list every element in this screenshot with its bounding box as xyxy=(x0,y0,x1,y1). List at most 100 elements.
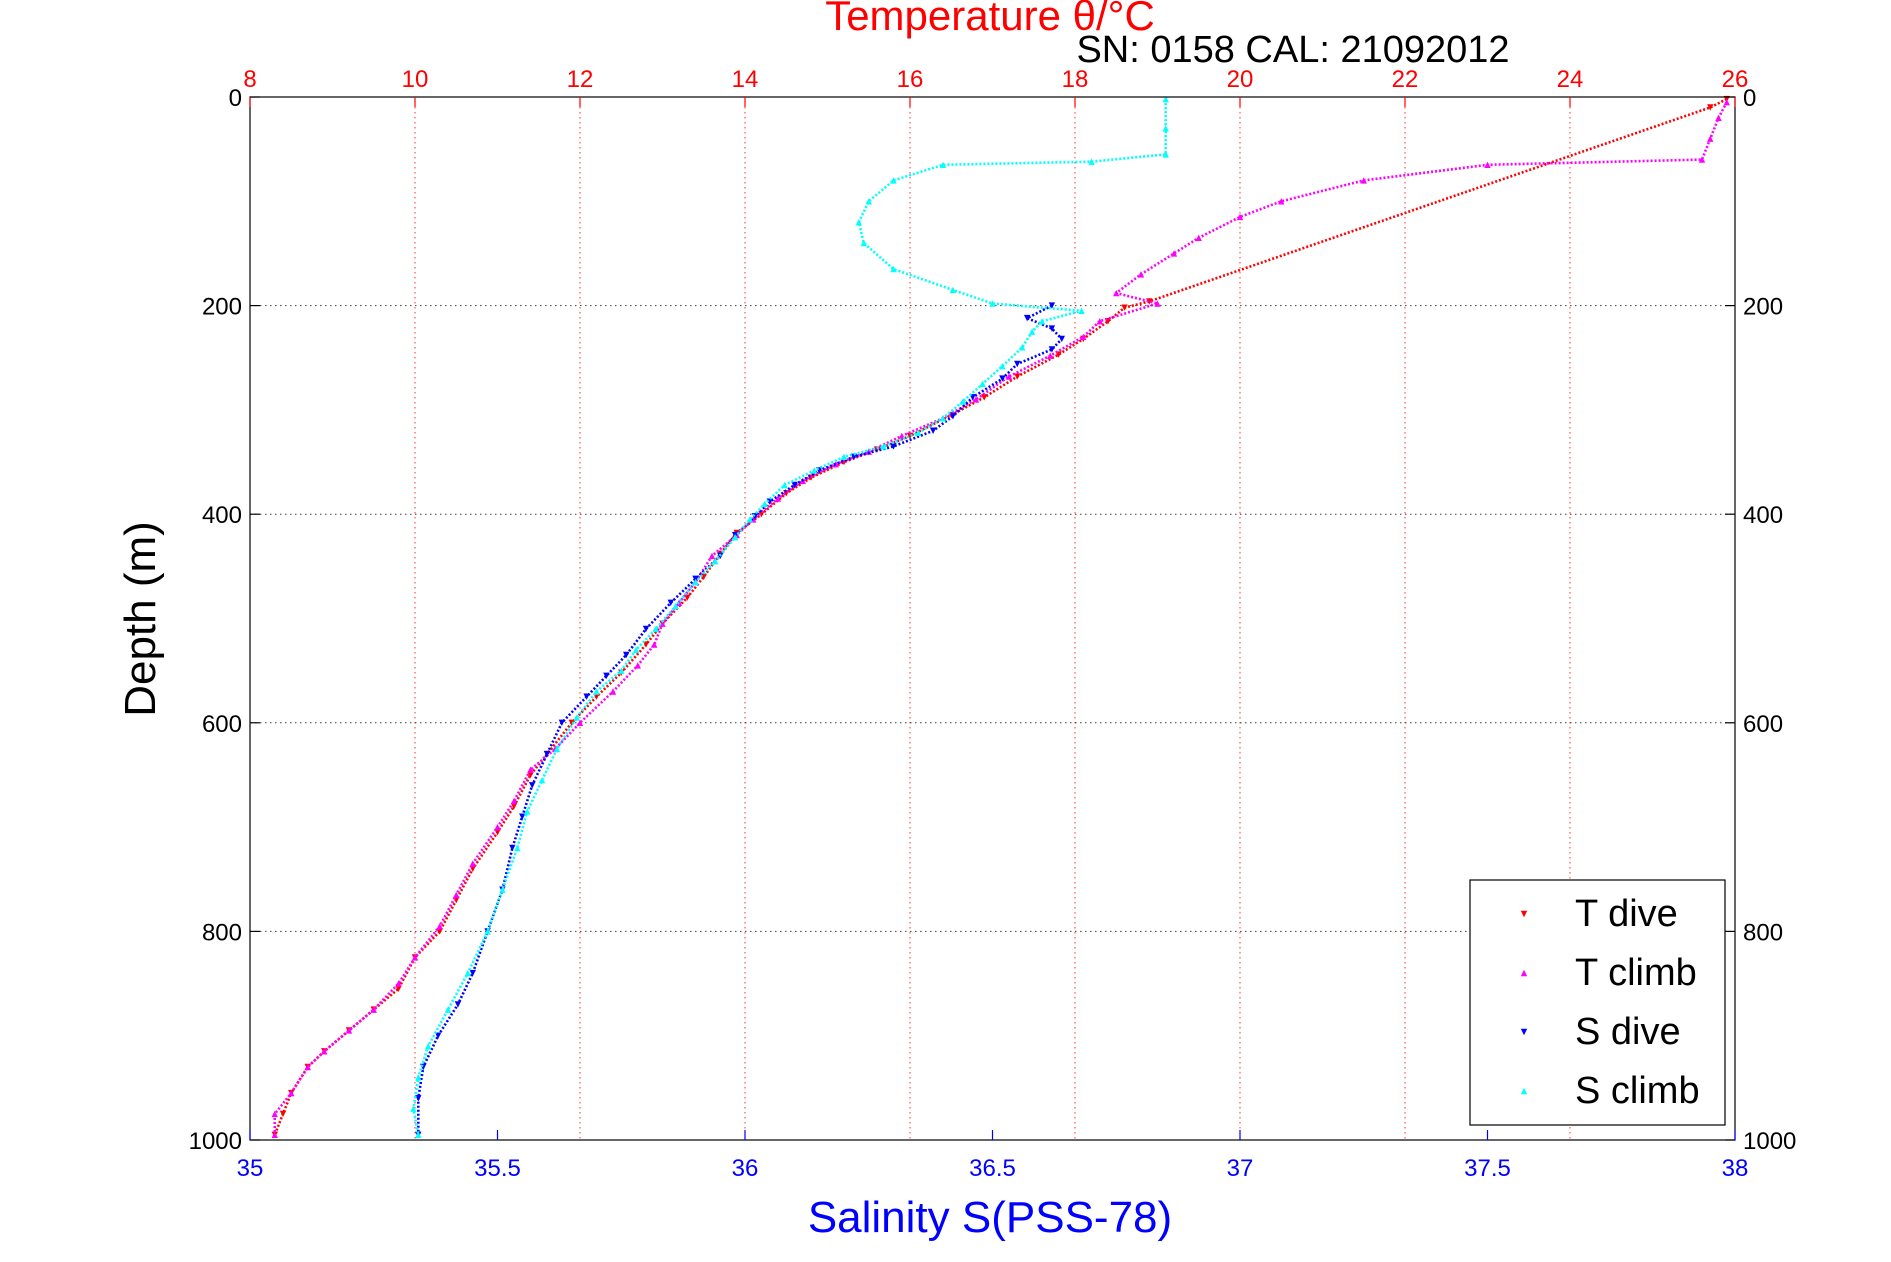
x-bottom-tick-label: 35.5 xyxy=(474,1155,521,1182)
data-point xyxy=(623,651,630,659)
x-bottom-tick-label: 37.5 xyxy=(1464,1155,1511,1182)
data-point xyxy=(370,1006,377,1013)
data-point xyxy=(434,1032,442,1039)
data-point xyxy=(850,453,858,461)
data-point xyxy=(1121,304,1128,311)
data-point xyxy=(1162,151,1169,158)
data-point xyxy=(774,495,782,502)
x-top-tick-label: 20 xyxy=(1227,66,1254,93)
data-point xyxy=(1080,333,1087,341)
data-point xyxy=(659,620,666,627)
chart-subtitle: SN: 0158 CAL: 21092012 xyxy=(1076,29,1509,71)
legend: T dive T climb S dive S climb xyxy=(1469,879,1726,1126)
x-top-tick-label: 8 xyxy=(243,66,256,93)
data-point xyxy=(1484,161,1491,168)
data-point xyxy=(1014,360,1021,368)
data-point xyxy=(1195,234,1202,242)
data-point xyxy=(1047,352,1054,359)
x-top-tick-label: 10 xyxy=(402,66,429,93)
data-point xyxy=(781,481,788,489)
data-point xyxy=(519,813,526,820)
data-point xyxy=(395,985,402,992)
data-point xyxy=(1038,318,1046,325)
data-point xyxy=(1162,125,1169,132)
data-point xyxy=(1019,344,1026,351)
data-point xyxy=(939,415,947,422)
data-point xyxy=(1360,177,1367,184)
data-point xyxy=(410,1105,417,1112)
y-right-tick-label: 400 xyxy=(1743,502,1783,529)
data-point xyxy=(731,533,739,541)
data-point xyxy=(543,750,551,758)
data-point xyxy=(1048,346,1056,353)
data-point xyxy=(568,719,575,726)
x-axis-title: Salinity S(PSS-78) xyxy=(808,1193,1172,1242)
x-top-tick-label: 26 xyxy=(1722,66,1749,93)
data-point xyxy=(939,161,947,168)
data-point xyxy=(791,481,798,489)
series-layer xyxy=(271,95,1730,1138)
y-left-tick-label: 1000 xyxy=(189,1128,242,1155)
data-point xyxy=(1698,156,1706,163)
y-left-tick-label: 800 xyxy=(202,919,242,946)
series-s-dive xyxy=(415,302,1065,1138)
data-point xyxy=(949,286,957,294)
data-point xyxy=(692,578,699,586)
data-point xyxy=(915,429,922,437)
legend-label: T climb xyxy=(1575,952,1697,994)
data-point xyxy=(603,672,610,680)
data-point xyxy=(415,1131,422,1138)
data-point xyxy=(959,398,966,405)
legend-label: S climb xyxy=(1575,1070,1700,1112)
data-point xyxy=(469,860,476,867)
data-point xyxy=(949,412,957,420)
data-point xyxy=(761,500,768,507)
x-top-tick-label: 24 xyxy=(1557,66,1584,93)
data-point xyxy=(855,218,863,226)
data-point xyxy=(929,427,937,434)
data-point xyxy=(840,453,848,461)
legend-box xyxy=(1469,879,1726,1126)
data-point xyxy=(999,362,1006,370)
data-point xyxy=(642,641,650,648)
data-point xyxy=(288,1089,295,1097)
data-point xyxy=(494,823,501,831)
data-point xyxy=(558,719,566,726)
x-bottom-tick-label: 36 xyxy=(732,1155,759,1182)
y-right-tick-label: 600 xyxy=(1743,711,1783,738)
data-point xyxy=(425,1042,432,1050)
data-point xyxy=(651,641,658,648)
series-trace xyxy=(412,99,1168,1136)
data-point xyxy=(527,771,534,779)
data-point xyxy=(415,1074,422,1081)
data-point xyxy=(538,776,546,784)
data-point xyxy=(509,844,516,852)
data-point xyxy=(652,625,660,633)
data-point xyxy=(860,239,867,247)
data-point xyxy=(395,980,402,987)
data-point xyxy=(469,969,476,977)
series-trace xyxy=(416,304,1064,1135)
data-point xyxy=(444,1006,452,1013)
data-point xyxy=(979,380,986,388)
data-point xyxy=(345,1027,353,1034)
data-point xyxy=(746,516,754,523)
data-point xyxy=(436,922,443,930)
y-left-tick-label: 600 xyxy=(202,711,242,738)
data-point xyxy=(811,467,818,474)
series-s-climb xyxy=(410,95,1169,1138)
data-point xyxy=(672,602,679,610)
data-point xyxy=(1096,318,1103,325)
data-point xyxy=(1278,198,1285,205)
x-top-tick-label: 16 xyxy=(897,66,924,93)
y-left-tick-label: 400 xyxy=(202,502,242,529)
data-point xyxy=(1014,373,1021,380)
data-point xyxy=(989,300,996,307)
data-point xyxy=(527,766,534,773)
x-bottom-tick-label: 35 xyxy=(237,1155,264,1182)
y-axis-title: Depth (m) xyxy=(116,521,165,717)
data-point xyxy=(981,394,988,401)
legend-marker xyxy=(1520,1087,1528,1095)
